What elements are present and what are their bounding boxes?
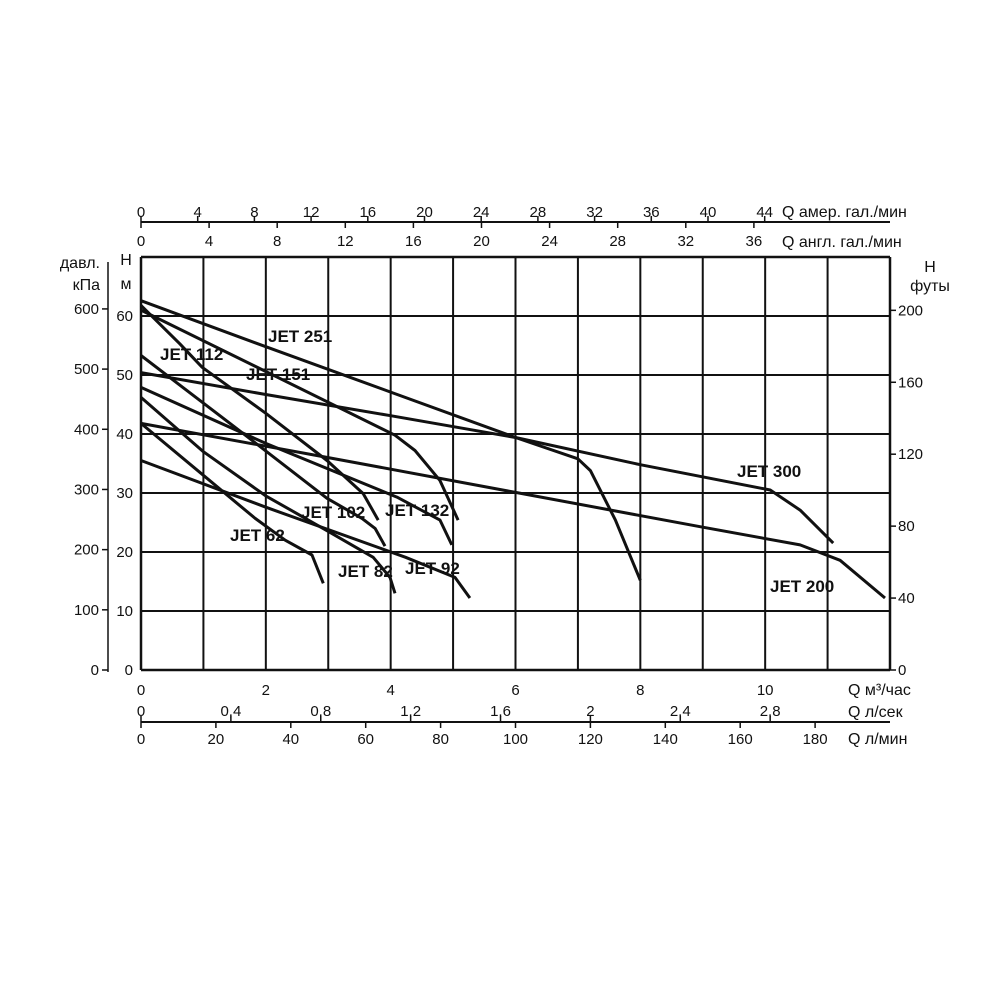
kpa-axis-unit: кПа xyxy=(73,277,101,294)
kpa-tick-label: 500 xyxy=(74,361,99,378)
series-label: JET 82 xyxy=(338,562,393,581)
lmin-tick-label: 140 xyxy=(653,731,678,748)
kpa-tick-label: 200 xyxy=(74,542,99,559)
series-label: JET 300 xyxy=(737,462,801,481)
y-tick-label: 0 xyxy=(125,662,133,679)
x-tick-label: 8 xyxy=(636,682,644,699)
imp-gal-tick-label: 28 xyxy=(609,233,626,250)
us-gal-tick-label: 12 xyxy=(303,204,320,221)
ls-tick-label: 0 xyxy=(137,703,145,720)
x-tick-label: 2 xyxy=(262,682,270,699)
imp-gal-tick-label: 24 xyxy=(541,233,558,250)
ls-tick-label: 0,4 xyxy=(220,703,241,720)
ft-tick-label: 80 xyxy=(898,518,915,535)
series-line-jet-132 xyxy=(140,386,454,546)
kpa-tick-label: 600 xyxy=(74,301,99,318)
kpa-tick-label: 400 xyxy=(74,421,99,438)
y-tick-label: 10 xyxy=(116,603,133,620)
us-gal-axis-label: Q амер. гал./мин xyxy=(782,204,907,221)
series-label: JET 92 xyxy=(405,559,460,578)
series-line-jet-251 xyxy=(140,299,642,581)
ls-axis-label: Q л/сек xyxy=(848,704,904,721)
series-label: JET 102 xyxy=(301,503,365,522)
us-gal-tick-label: 44 xyxy=(756,204,773,221)
us-gal-tick-label: 16 xyxy=(359,204,376,221)
y-tick-label: 20 xyxy=(116,544,133,561)
series-label: JET 132 xyxy=(385,501,449,520)
imp-gal-tick-label: 32 xyxy=(677,233,694,250)
ft-axis-label-h: H xyxy=(924,259,936,276)
ft-tick-label: 160 xyxy=(898,374,923,391)
imp-gal-tick-label: 20 xyxy=(473,233,490,250)
ls-tick-label: 0,8 xyxy=(310,703,331,720)
imp-gal-tick-label: 16 xyxy=(405,233,422,250)
ft-axis-unit: футы xyxy=(910,278,950,295)
series-line-jet-112 xyxy=(139,304,380,521)
ft-tick-label: 120 xyxy=(898,446,923,463)
us-gal-tick-label: 24 xyxy=(473,204,490,221)
lmin-tick-label: 20 xyxy=(208,731,225,748)
kpa-tick-label: 0 xyxy=(91,662,99,679)
imp-gal-tick-label: 8 xyxy=(273,233,281,250)
us-gal-tick-label: 40 xyxy=(700,204,717,221)
series-label: JET 62 xyxy=(230,526,285,545)
series-label: JET 251 xyxy=(268,327,332,346)
lmin-tick-label: 100 xyxy=(503,731,528,748)
lmin-tick-label: 160 xyxy=(728,731,753,748)
series-line-jet-82 xyxy=(140,396,397,594)
series-line-jet-151 xyxy=(140,308,460,521)
lmin-tick-label: 120 xyxy=(578,731,603,748)
y-tick-label: 50 xyxy=(116,367,133,384)
series-label: JET 200 xyxy=(770,577,834,596)
series-label: JET 151 xyxy=(246,365,310,384)
lmin-tick-label: 80 xyxy=(432,731,449,748)
y-axis-label-h: H xyxy=(120,252,132,269)
us-gal-tick-label: 20 xyxy=(416,204,433,221)
y-tick-label: 30 xyxy=(116,485,133,502)
y-tick-label: 40 xyxy=(116,426,133,443)
x-tick-label: 4 xyxy=(386,682,394,699)
us-gal-tick-label: 36 xyxy=(643,204,660,221)
imp-gal-tick-label: 12 xyxy=(337,233,354,250)
y-tick-label: 60 xyxy=(116,308,133,325)
series-label: JET 112 xyxy=(160,345,223,364)
us-gal-tick-label: 28 xyxy=(530,204,547,221)
us-gal-tick-label: 32 xyxy=(586,204,603,221)
series-line-jet-102 xyxy=(140,354,387,547)
imp-gal-tick-label: 4 xyxy=(205,233,213,250)
kpa-tick-label: 300 xyxy=(74,481,99,498)
ls-tick-label: 1,6 xyxy=(490,703,511,720)
kpa-tick-label: 100 xyxy=(74,602,99,619)
ft-tick-label: 0 xyxy=(898,662,906,679)
ft-tick-label: 40 xyxy=(898,590,915,607)
series-line-jet-300 xyxy=(140,371,835,545)
series-line-jet-62 xyxy=(140,422,325,584)
us-gal-tick-label: 8 xyxy=(250,204,258,221)
us-gal-tick-label: 4 xyxy=(194,204,202,221)
series-line-jet-200 xyxy=(140,421,886,600)
ls-tick-label: 2,8 xyxy=(760,703,781,720)
imp-gal-tick-label: 0 xyxy=(137,233,145,250)
ft-tick-label: 200 xyxy=(898,302,923,319)
ls-tick-label: 2 xyxy=(586,703,594,720)
x-axis-label: Q м³/час xyxy=(848,682,911,699)
lmin-tick-label: 40 xyxy=(282,731,299,748)
lmin-tick-label: 180 xyxy=(803,731,828,748)
us-gal-tick-label: 0 xyxy=(137,204,145,221)
imp-gal-axis-label: Q англ. гал./мин xyxy=(782,234,902,251)
x-tick-label: 6 xyxy=(511,682,519,699)
lmin-tick-label: 0 xyxy=(137,731,145,748)
series-line-jet-92 xyxy=(140,459,472,599)
imp-gal-tick-label: 36 xyxy=(746,233,763,250)
lmin-tick-label: 60 xyxy=(357,731,374,748)
x-tick-label: 10 xyxy=(757,682,774,699)
ls-tick-label: 1,2 xyxy=(400,703,421,720)
ls-tick-label: 2,4 xyxy=(670,703,691,720)
x-tick-label: 0 xyxy=(137,682,145,699)
y-axis-unit-m: м xyxy=(121,276,132,293)
lmin-axis-label: Q л/мин xyxy=(848,731,907,748)
kpa-axis-label: давл. xyxy=(60,255,100,272)
